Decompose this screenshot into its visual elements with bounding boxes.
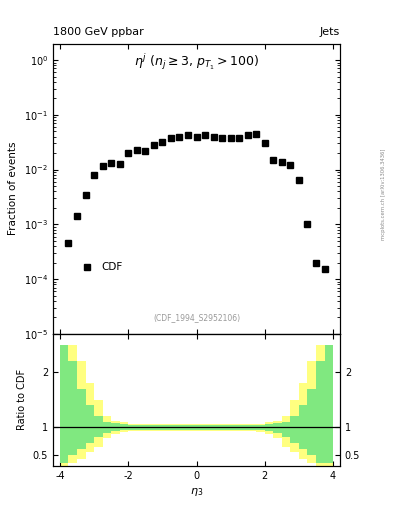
- CDF: [109, 160, 114, 166]
- Text: Jets: Jets: [320, 27, 340, 37]
- CDF: [100, 163, 105, 169]
- CDF: [245, 133, 250, 139]
- Line: CDF: CDF: [66, 131, 327, 272]
- CDF: [279, 159, 284, 165]
- CDF: [314, 260, 318, 266]
- CDF: [271, 157, 276, 163]
- CDF: [92, 172, 96, 178]
- CDF: [211, 134, 216, 140]
- CDF: [297, 177, 301, 183]
- Text: (CDF_1994_S2952106): (CDF_1994_S2952106): [153, 313, 240, 323]
- X-axis label: $\eta_3$: $\eta_3$: [190, 486, 203, 498]
- Y-axis label: Ratio to CDF: Ratio to CDF: [17, 369, 27, 431]
- CDF: [169, 135, 173, 141]
- CDF: [151, 142, 156, 148]
- CDF: [254, 131, 259, 137]
- CDF: [194, 134, 199, 140]
- CDF: [185, 133, 190, 139]
- CDF: [305, 221, 310, 227]
- CDF: [322, 266, 327, 272]
- CDF: [228, 135, 233, 141]
- CDF: [160, 139, 165, 145]
- CDF: [288, 162, 293, 168]
- CDF: [126, 150, 130, 156]
- Text: $\eta^j$ ($n_j \geq 3$, $p_{T_1}>100$): $\eta^j$ ($n_j \geq 3$, $p_{T_1}>100$): [134, 52, 259, 72]
- Y-axis label: Fraction of events: Fraction of events: [8, 142, 18, 236]
- CDF: [263, 140, 267, 146]
- CDF: [75, 214, 79, 220]
- CDF: [134, 146, 139, 153]
- CDF: [237, 135, 242, 141]
- CDF: [83, 191, 88, 198]
- CDF: [203, 133, 208, 139]
- Text: 1800 GeV ppbar: 1800 GeV ppbar: [53, 27, 144, 37]
- CDF: [220, 135, 224, 141]
- CDF: [117, 161, 122, 167]
- Legend: CDF: CDF: [73, 258, 127, 276]
- CDF: [66, 240, 71, 246]
- Text: mcplots.cern.ch [arXiv:1306.3436]: mcplots.cern.ch [arXiv:1306.3436]: [381, 149, 386, 240]
- CDF: [177, 134, 182, 140]
- CDF: [143, 148, 148, 154]
